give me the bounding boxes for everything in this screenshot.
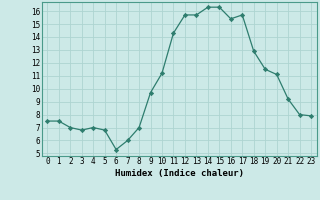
X-axis label: Humidex (Indice chaleur): Humidex (Indice chaleur) — [115, 169, 244, 178]
